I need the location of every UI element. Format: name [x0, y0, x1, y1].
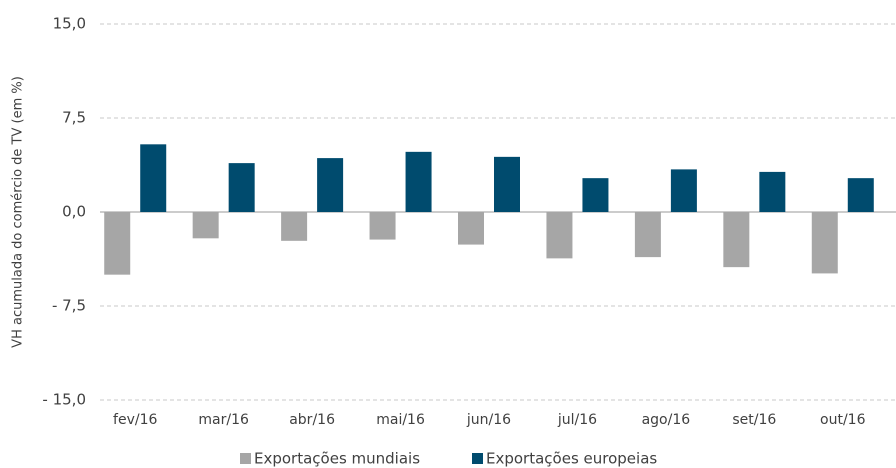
- x-tick-label: abr/16: [289, 412, 335, 428]
- bar: [458, 212, 484, 245]
- bar: [582, 178, 609, 212]
- y-tick-label: 0,0: [62, 203, 86, 221]
- x-tick-label: fev/16: [113, 412, 157, 428]
- y-tick-label: - 15,0: [42, 391, 86, 409]
- legend-label: Exportações europeias: [486, 450, 657, 468]
- bar: [317, 158, 344, 212]
- x-tick-label: set/16: [732, 412, 776, 428]
- x-tick-label: jun/16: [466, 412, 511, 428]
- x-tick-label: jul/16: [557, 412, 597, 428]
- x-tick-label: ago/16: [642, 412, 691, 428]
- bar: [192, 212, 219, 239]
- x-tick-label: out/16: [820, 412, 866, 428]
- y-axis-label: VH acumulada do comércio de TV (em %): [11, 76, 26, 348]
- y-tick-label: - 7,5: [52, 297, 86, 315]
- y-tick-label: 15,0: [53, 15, 86, 33]
- bar: [634, 212, 661, 258]
- bar: [759, 171, 786, 212]
- bar: [405, 151, 432, 212]
- x-tick-label: mai/16: [376, 412, 425, 428]
- legend-swatch: [240, 453, 251, 464]
- bar: [281, 212, 308, 241]
- y-tick-label: 7,5: [62, 109, 86, 127]
- bar: [140, 144, 167, 212]
- legend-swatch: [472, 453, 483, 464]
- bar: [369, 212, 396, 240]
- bar: [494, 156, 520, 212]
- bar: [228, 163, 255, 212]
- x-tick-label: mar/16: [198, 412, 249, 428]
- bar: [723, 212, 750, 268]
- bar: [670, 169, 697, 212]
- bar: [847, 178, 874, 212]
- bar: [546, 212, 573, 259]
- bar: [811, 212, 838, 274]
- legend-label: Exportações mundiais: [254, 450, 420, 468]
- bar: [104, 212, 131, 275]
